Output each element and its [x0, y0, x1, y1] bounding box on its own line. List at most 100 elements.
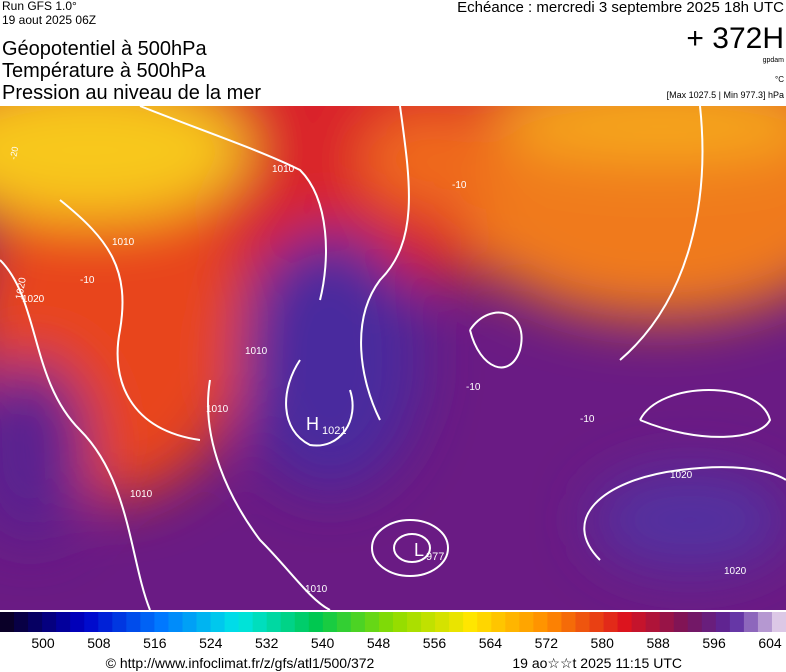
- map-label: 1020: [22, 294, 45, 305]
- colorbar-swatch: [70, 612, 85, 632]
- colorbar-swatch: [182, 612, 197, 632]
- colorbar-swatch: [140, 612, 155, 632]
- colorbar-label: 604: [758, 635, 782, 651]
- colorbar-swatch: [42, 612, 57, 632]
- colorbar-swatch: [477, 612, 492, 632]
- colorbar-swatch: [238, 612, 254, 632]
- colorbar-swatch: [771, 612, 786, 632]
- colorbar-swatch: [519, 612, 534, 632]
- colorbar-swatch: [112, 612, 127, 632]
- colorbar-swatch: [98, 612, 113, 632]
- colorbar-label: 580: [591, 635, 615, 651]
- map-label: H: [306, 414, 319, 434]
- colorbar-swatch: [393, 612, 408, 632]
- colorbar-swatch: [701, 612, 717, 632]
- colorbar-swatch: [491, 612, 506, 632]
- colorbar-swatch: [505, 612, 520, 632]
- map-label: -10: [580, 414, 595, 425]
- colorbar: 500 508 516 524 532 540 548 556 564 572 580 588 596 6…: [0, 612, 786, 651]
- map-label: 1010: [130, 489, 153, 500]
- colorbar-swatch: [645, 612, 661, 632]
- colorbar-swatch: [0, 612, 15, 632]
- colorbar-swatch: [154, 612, 169, 632]
- colorbar-swatch: [435, 612, 450, 632]
- colorbar-label: 516: [143, 635, 167, 651]
- colorbar-swatch: [336, 612, 352, 632]
- colorbar-swatch: [14, 612, 29, 632]
- colorbar-label: 564: [479, 635, 503, 651]
- colorbar-swatch: [84, 612, 99, 632]
- colorbar-swatch: [210, 612, 226, 632]
- colorbar-swatch: [617, 612, 633, 632]
- colorbar-label: 556: [423, 635, 447, 651]
- map-label: 1020: [670, 470, 693, 481]
- echeance: Echéance : mercredi 3 septembre 2025 18h…: [457, 0, 784, 16]
- map-label: 1021: [322, 425, 346, 437]
- colorbar-swatch: [378, 612, 394, 632]
- map-label: -20: [8, 146, 20, 161]
- colorbar-swatch: [575, 612, 590, 632]
- map-label: 1010: [206, 404, 229, 415]
- colorbar-label: 532: [255, 635, 279, 651]
- title: Géopotentiel à 500hPa: [2, 38, 207, 60]
- unit-c: °C: [775, 75, 784, 84]
- colorbar-swatch: [589, 612, 605, 632]
- colorbar-swatch: [421, 612, 436, 632]
- colorbar-swatch: [533, 612, 548, 632]
- map-label: -10: [452, 180, 467, 191]
- title: Température à 500hPa: [2, 60, 206, 82]
- colorbar-swatch: [757, 612, 773, 632]
- unit-gpdam: gpdam: [763, 57, 785, 64]
- colorbar-label: 588: [646, 635, 670, 651]
- map-label: L: [414, 540, 424, 560]
- colorbar-swatch: [687, 612, 703, 632]
- colorbar-swatch: [224, 612, 240, 632]
- colorbar-swatch: [729, 612, 745, 632]
- colorbar-swatch: [252, 612, 268, 632]
- lead-time: + 372H: [686, 22, 784, 55]
- colorbar-swatch: [28, 612, 43, 632]
- map-label: 1010: [305, 584, 328, 595]
- colorbar-label: 508: [87, 635, 111, 651]
- map-label: 1020: [724, 566, 747, 577]
- map-label: 1020: [14, 276, 29, 300]
- colorbar-swatch: [196, 612, 212, 632]
- colorbar-label: 540: [311, 635, 335, 651]
- colorbar-swatch: [673, 612, 689, 632]
- colorbar-swatch: [743, 612, 759, 632]
- colorbar-swatch: [463, 612, 478, 632]
- pressure-range: [Max 1027.5 | Min 977.3] hPa: [667, 90, 784, 100]
- run-date: 19 aout 2025 06Z: [2, 13, 96, 27]
- colorbar-label: 500: [31, 635, 55, 651]
- colorbar-label: 572: [535, 635, 559, 651]
- colorbar-swatch: [294, 612, 310, 632]
- colorbar-swatch: [322, 612, 338, 632]
- colorbar-swatch: [56, 612, 71, 632]
- colorbar-swatch: [715, 612, 731, 632]
- run: Run GFS 1.0°: [2, 0, 77, 13]
- map-labels: -20 1010 1010 -10 1020 1010 1010 1010 1020 H 1021 L…: [8, 146, 747, 595]
- colorbar-swatch: [449, 612, 464, 632]
- map-label: 1010: [112, 237, 135, 248]
- colorbar-swatch: [308, 612, 324, 632]
- colorbar-label: 596: [702, 635, 726, 651]
- colorbar-swatch: [547, 612, 562, 632]
- colorbar-swatch: [280, 612, 296, 632]
- colorbar-swatch: [407, 612, 422, 632]
- colorbar-swatch: [659, 612, 675, 632]
- colorbar-label: 548: [367, 635, 391, 651]
- colorbar-label: 524: [199, 635, 223, 651]
- title: Pression au niveau de la mer: [2, 82, 261, 104]
- footer-url: © http://www.infoclimat.fr/z/gfs/atl1/50…: [106, 655, 375, 671]
- colorbar-swatch: [126, 612, 141, 632]
- colorbar-swatch: [561, 612, 576, 632]
- colorbar-swatch: [266, 612, 282, 632]
- map-label: 1010: [245, 346, 268, 357]
- map-label: 1010: [272, 164, 295, 175]
- colorbar-swatch: [168, 612, 183, 632]
- footer-timestamp: 19 ao☆☆t 2025 11:15 UTC: [512, 655, 682, 671]
- colorbar-swatch: [364, 612, 380, 632]
- colorbar-swatch: [631, 612, 647, 632]
- colorbar-swatch: [603, 612, 619, 632]
